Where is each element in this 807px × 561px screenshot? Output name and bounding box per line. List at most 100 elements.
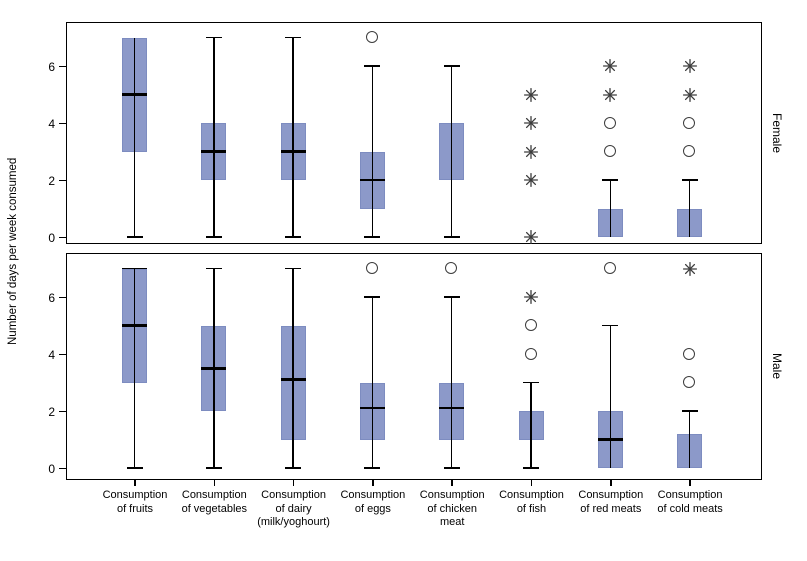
whisker-line: [213, 37, 215, 237]
whisker-cap: [681, 410, 698, 412]
x-axis-label-line: of red meats: [580, 502, 642, 515]
whisker-line: [450, 66, 453, 237]
y-tick-label: 2: [48, 404, 55, 419]
whisker-cap: [602, 324, 619, 327]
whisker-line: [292, 37, 294, 237]
whisker-line: [688, 411, 691, 468]
y-tick: [59, 122, 66, 125]
x-axis-label-line: of cold meats: [657, 502, 723, 515]
extreme-outlier-asterisk: [682, 87, 698, 103]
whisker-line: [609, 180, 612, 237]
whisker-cap: [443, 296, 460, 298]
median-line: [359, 406, 385, 410]
x-tick: [530, 480, 533, 486]
y-tick-label: 6: [48, 290, 55, 305]
y-tick: [59, 65, 66, 68]
median-line: [280, 150, 306, 153]
whisker-cap: [285, 36, 302, 39]
median-line: [201, 367, 227, 370]
y-tick-label: 4: [48, 347, 55, 362]
x-axis-label-line: Consumption: [181, 489, 247, 501]
whisker-cap: [602, 179, 619, 181]
whisker-cap: [126, 467, 143, 469]
x-axis-label-line: of chicken: [427, 502, 477, 515]
extreme-outlier-asterisk: [523, 115, 539, 131]
extreme-outlier-asterisk: [682, 58, 698, 74]
whisker-line: [133, 268, 136, 468]
whisker-line: [688, 180, 691, 237]
x-axis-label-line: (milk/yoghourt): [257, 516, 330, 528]
x-axis-label-line: Consumption: [499, 489, 564, 501]
outlier-circle: [683, 347, 696, 360]
panel-male: [66, 253, 762, 480]
outlier-circle: [366, 31, 379, 44]
y-tick: [59, 179, 66, 182]
whisker-line: [133, 37, 136, 237]
x-axis-label-line: of eggs: [354, 502, 391, 515]
whisker-cap: [443, 65, 460, 67]
median-line: [280, 378, 306, 381]
x-axis-label-line: Consumption: [578, 489, 644, 501]
outlier-circle: [604, 262, 616, 275]
whisker-cap: [122, 267, 147, 270]
panel-female: [66, 22, 762, 245]
y-tick: [59, 467, 66, 470]
whisker-line: [530, 382, 532, 468]
extreme-outlier-asterisk: [602, 87, 618, 103]
whisker-cap: [364, 296, 381, 298]
whisker-cap: [523, 381, 539, 384]
y-tick: [59, 236, 66, 239]
whisker-cap: [681, 179, 698, 181]
whisker-cap: [205, 467, 222, 469]
outlier-circle: [604, 116, 616, 129]
outlier-circle: [683, 145, 696, 158]
median-line: [122, 324, 147, 327]
y-axis-title: Number of days per week consumed: [7, 157, 19, 345]
x-axis-label: Consumption of fish: [477, 489, 587, 516]
y-tick: [59, 296, 66, 299]
outlier-circle: [524, 319, 537, 332]
x-tick: [451, 480, 453, 486]
outlier-circle: [683, 376, 696, 389]
x-axis-label: Consumption of cold meats: [635, 489, 745, 516]
extreme-outlier-asterisk: [523, 229, 539, 245]
x-axis-label-line: of vegetables: [181, 502, 248, 515]
extreme-outlier-asterisk: [523, 172, 539, 188]
panel-label-female: Female: [770, 112, 784, 153]
x-axis-label: Consumption of red meats: [556, 489, 666, 516]
y-tick-label: 2: [48, 173, 55, 188]
whisker-cap: [205, 36, 222, 39]
x-axis-label-line: Consumption: [657, 489, 723, 501]
whisker-cap: [364, 467, 381, 469]
x-axis-label-line: Consumption: [419, 489, 485, 501]
whisker-cap: [443, 236, 460, 238]
x-axis-label: Consumption of chicken meat: [397, 489, 507, 530]
whisker-cap: [205, 236, 222, 238]
median-line: [122, 93, 147, 96]
outlier-circle: [445, 262, 458, 275]
x-axis-label-line: Consumption: [340, 489, 406, 501]
y-tick: [59, 353, 66, 356]
whisker-line: [371, 297, 374, 468]
x-tick: [134, 480, 136, 486]
median-line: [201, 150, 227, 153]
x-axis-label-line: of fish: [516, 502, 547, 515]
y-tick-label: 0: [48, 230, 55, 245]
extreme-outlier-asterisk: [523, 144, 539, 160]
outlier-circle: [366, 262, 379, 275]
x-axis-label-line: of dairy: [275, 502, 312, 515]
extreme-outlier-asterisk: [602, 58, 618, 74]
whisker-line: [371, 66, 374, 237]
whisker-line: [609, 325, 612, 468]
x-tick: [372, 480, 374, 486]
whisker-cap: [523, 467, 539, 469]
whisker-cap: [364, 65, 381, 67]
outlier-circle: [604, 145, 616, 158]
outlier-circle: [683, 116, 696, 129]
x-tick: [292, 480, 295, 486]
y-tick-label: 4: [48, 116, 55, 131]
extreme-outlier-asterisk: [523, 87, 539, 103]
median-line: [597, 438, 623, 441]
x-axis-label-line: of fruits: [116, 502, 154, 515]
